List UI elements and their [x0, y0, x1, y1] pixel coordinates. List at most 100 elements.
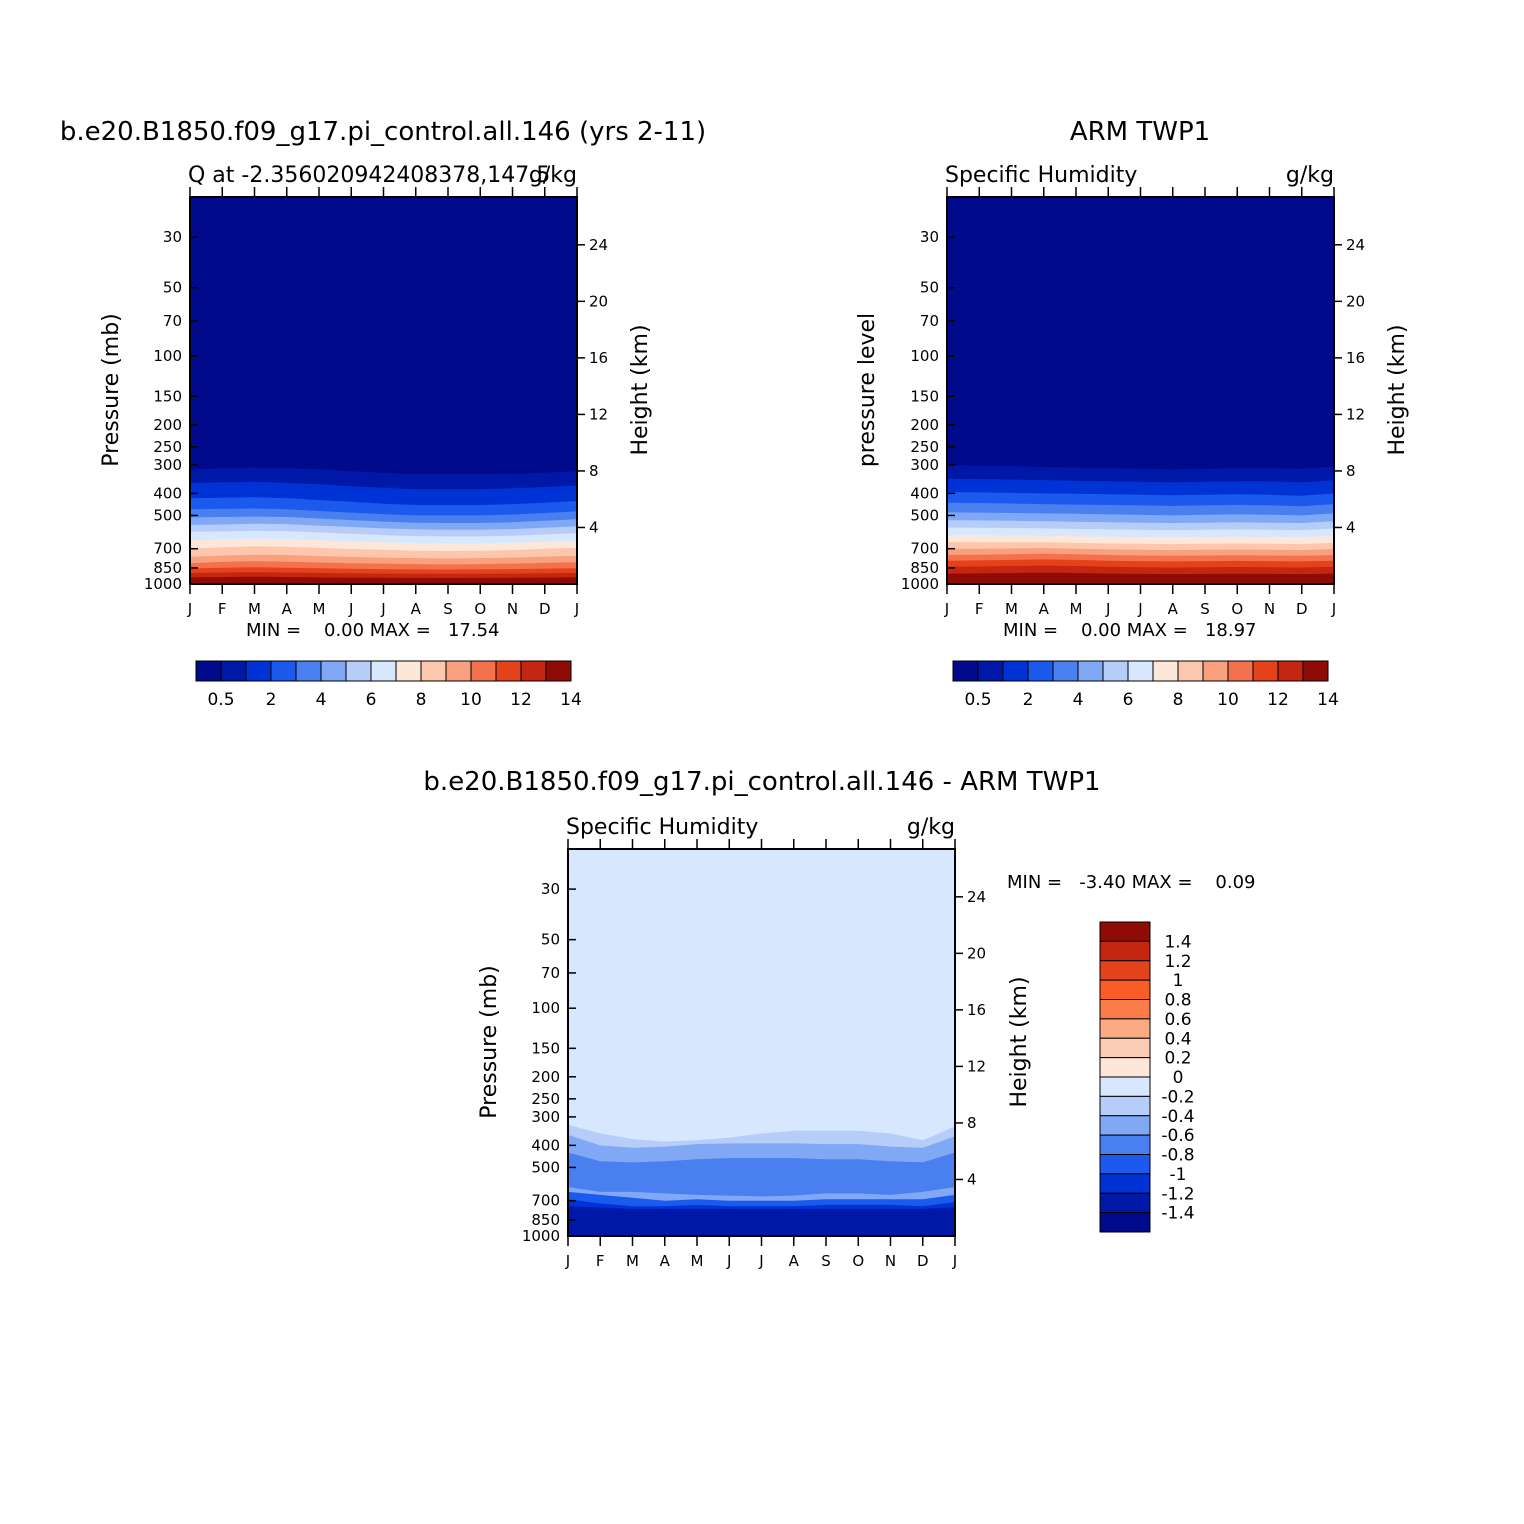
x-tick-label: S: [1200, 600, 1210, 618]
colorbar-label: 0.8: [1164, 991, 1191, 1011]
colorbar-box: [1277, 660, 1304, 682]
x-tick-label: A: [282, 600, 293, 618]
x-tick-label: J: [1105, 600, 1110, 618]
y-tick-label: 200: [153, 416, 182, 434]
y-tick-label: 700: [153, 540, 182, 558]
panel-left-label: Q at -2.356020942408378,147.5: [188, 163, 550, 188]
x-tick-label: S: [443, 600, 453, 618]
right-tick-label: 20: [967, 944, 986, 962]
colorbar-box: [1099, 940, 1151, 962]
colorbar-box: [295, 660, 322, 682]
panel-left-label: Specific Humidity: [945, 163, 1137, 188]
colorbar: 0.5 2 4 6 8 10 12 14: [952, 660, 1339, 710]
x-tick-label: A: [411, 600, 422, 618]
colorbar-box: [1102, 660, 1129, 682]
y-tick-label: 400: [531, 1136, 560, 1154]
colorbar-label: 12: [510, 690, 532, 710]
right-axis-label: Height (km): [1385, 324, 1410, 455]
colorbar-label: 0.6: [1164, 1010, 1191, 1030]
colorbar-box: [320, 660, 347, 682]
colorbar-box: [220, 660, 247, 682]
panel-observation: ARM TWP1 Specific Humidity g/kg 30 50 70 10…: [855, 117, 1410, 710]
y-tick-label: 100: [910, 347, 939, 365]
x-tick-label: A: [660, 1252, 671, 1270]
y-tick-label: 250: [153, 438, 182, 456]
panel-title: b.e20.B1850.f09_g17.pi_control.all.146 (…: [60, 117, 706, 147]
right-tick-label: 20: [1346, 292, 1365, 310]
y-tick-label: 1000: [144, 575, 182, 593]
x-tick-label: A: [1168, 600, 1179, 618]
colorbar-box: [1099, 1212, 1151, 1233]
colorbar-box: [245, 660, 272, 682]
y-tick-label: 50: [920, 279, 939, 297]
y-tick-label: 100: [153, 347, 182, 365]
x-tick-label: M: [626, 1252, 639, 1270]
colorbar-label: 2: [266, 690, 277, 710]
y-tick-label: 150: [531, 1039, 560, 1057]
colorbar-box: [270, 660, 297, 682]
colorbar-box: [1252, 660, 1279, 682]
x-tick-label: D: [539, 600, 551, 618]
x-tick-label: J: [574, 600, 579, 618]
right-tick-label: 16: [967, 1001, 986, 1019]
colorbar-box: [1099, 960, 1151, 981]
colorbar-label: 1: [1173, 971, 1184, 991]
y-tick-label: 70: [541, 964, 560, 982]
y-tick-label: 850: [531, 1211, 560, 1229]
colorbar-box: [1099, 1037, 1151, 1059]
colorbar-label: 0.5: [207, 690, 234, 710]
y-tick-label: 30: [541, 880, 560, 898]
y-tick-label: 500: [910, 506, 939, 524]
y-tick-label: 250: [531, 1090, 560, 1108]
x-tick-label: F: [596, 1252, 605, 1270]
x-tick-label: F: [975, 600, 984, 618]
x-tick-label: S: [821, 1252, 831, 1270]
min-max-text: MIN = 0.00 MAX = 18.97: [1003, 620, 1256, 641]
x-tick-label: J: [1331, 600, 1336, 618]
y-tick-label: 500: [153, 506, 182, 524]
colorbar-label: 12: [1267, 690, 1289, 710]
colorbar-box: [1099, 1115, 1151, 1136]
colorbar-label: 2: [1023, 690, 1034, 710]
colorbar-label: -0.6: [1161, 1126, 1194, 1146]
panel-title: ARM TWP1: [1070, 117, 1210, 147]
colorbar: 1.41.210.80.60.40.20-0.2-0.4-0.6-0.8-1-1…: [1099, 921, 1195, 1233]
x-tick-label: J: [565, 1252, 570, 1270]
colorbar-label: 8: [416, 690, 427, 710]
y-tick-label: 70: [920, 312, 939, 330]
colorbar-box: [1127, 660, 1154, 682]
x-tick-label: N: [1264, 600, 1275, 618]
colorbar-label: 6: [1123, 690, 1134, 710]
colorbar-label: 1.2: [1164, 952, 1191, 972]
colorbar-box: [1027, 660, 1054, 682]
colorbar-label: 0.5: [964, 690, 991, 710]
colorbar-box: [195, 660, 222, 682]
colorbar-box: [345, 660, 372, 682]
right-tick-label: 24: [967, 888, 986, 906]
panel-units-label: g/kg: [1286, 163, 1334, 188]
right-axis-label: Height (km): [1007, 976, 1032, 1107]
y-tick-label: 70: [163, 312, 182, 330]
colorbar-box: [1099, 1173, 1151, 1194]
right-tick-label: 24: [1346, 236, 1365, 254]
colorbar: 0.5 2 4 6 8 10 12 14: [195, 660, 582, 710]
colorbar-box: [1052, 660, 1079, 682]
colorbar-label: 10: [460, 690, 482, 710]
panel-units-label: g/kg: [529, 163, 577, 188]
x-tick-label: J: [348, 600, 353, 618]
y-tick-label: 1000: [522, 1227, 560, 1245]
y-tick-label: 850: [910, 559, 939, 577]
colorbar-label: 14: [560, 690, 582, 710]
colorbar-box: [445, 660, 472, 682]
colorbar-box: [1099, 1192, 1151, 1214]
colorbar-box: [1099, 921, 1151, 942]
colorbar-box: [1099, 1057, 1151, 1078]
right-tick-label: 16: [589, 349, 608, 367]
right-tick-label: 8: [1346, 462, 1356, 480]
right-tick-label: 12: [1346, 405, 1365, 423]
colorbar-box: [395, 660, 422, 682]
panel-difference: b.e20.B1850.f09_g17.pi_control.all.146 -…: [423, 767, 1255, 1270]
panel-units-label: g/kg: [907, 815, 955, 840]
y-tick-label: 300: [531, 1108, 560, 1126]
